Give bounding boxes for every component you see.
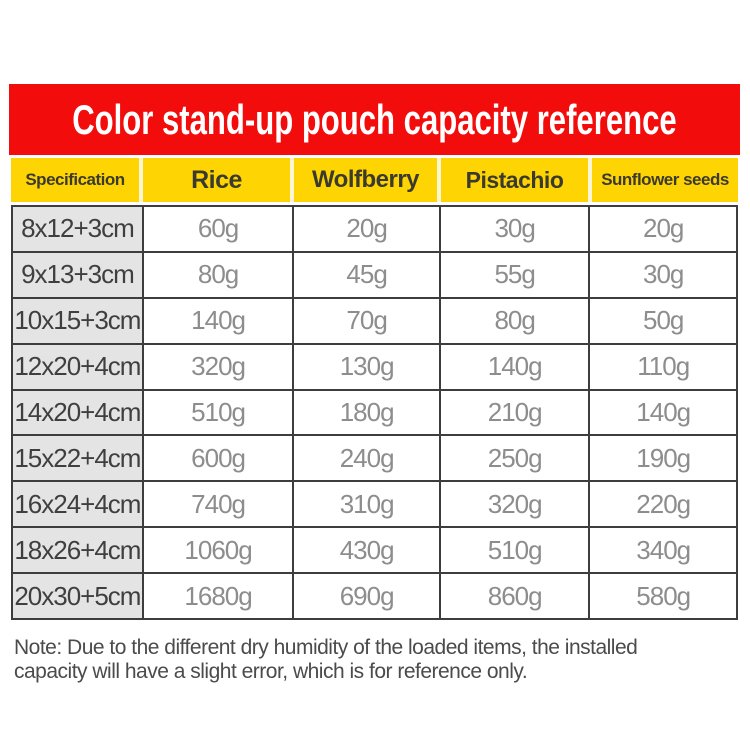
value-cell: 50g xyxy=(590,298,736,343)
value-cell: 430g xyxy=(294,528,439,573)
value-cell: 240g xyxy=(294,436,439,481)
value-cell: 80g xyxy=(440,298,589,343)
value-cell: 220g xyxy=(590,482,736,527)
note-text: Note: Due to the different dry humidity … xyxy=(14,636,744,684)
note-line-1: Note: Due to the different dry humidity … xyxy=(14,636,638,659)
spec-cell: 9x13+3cm xyxy=(13,252,142,297)
table-header-row: Specification Rice Wolfberry Pistachio S… xyxy=(11,158,738,202)
value-cell: 45g xyxy=(294,252,439,297)
column-header-specification: Specification xyxy=(11,158,139,202)
value-cell: 310g xyxy=(294,482,439,527)
value-cell: 210g xyxy=(440,390,589,435)
title-banner: Color stand-up pouch capacity reference xyxy=(9,84,740,155)
value-cell: 340g xyxy=(590,528,736,573)
spec-cell: 16x24+4cm xyxy=(13,482,142,527)
page-title: Color stand-up pouch capacity reference xyxy=(72,95,677,143)
column-header-rice: Rice xyxy=(143,158,290,202)
value-cell: 140g xyxy=(440,344,589,389)
value-cell: 320g xyxy=(440,482,589,527)
value-cell: 740g xyxy=(143,482,293,527)
spec-cell: 15x22+4cm xyxy=(13,436,142,481)
value-cell: 30g xyxy=(590,252,736,297)
value-cell: 510g xyxy=(143,390,293,435)
column-header-sunflower-seeds: Sunflower seeds xyxy=(592,158,738,202)
value-cell: 190g xyxy=(590,436,736,481)
value-cell: 250g xyxy=(440,436,589,481)
value-cell: 140g xyxy=(143,298,293,343)
spec-cell: 12x20+4cm xyxy=(13,344,142,389)
value-cell: 20g xyxy=(294,207,439,251)
capacity-table: 8x12+3cm 60g 20g 30g 20g 9x13+3cm 80g 45g 55g 30g… xyxy=(11,205,738,620)
spec-cell: 14x20+4cm xyxy=(13,390,142,435)
value-cell: 30g xyxy=(440,207,589,251)
value-cell: 580g xyxy=(590,574,736,618)
value-cell: 20g xyxy=(590,207,736,251)
value-cell: 110g xyxy=(590,344,736,389)
value-cell: 1680g xyxy=(143,574,293,618)
value-cell: 690g xyxy=(294,574,439,618)
value-cell: 860g xyxy=(440,574,589,618)
note-line-2: capacity will have a slight error, which… xyxy=(14,660,528,683)
value-cell: 60g xyxy=(143,207,293,251)
column-header-pistachio: Pistachio xyxy=(441,158,588,202)
value-cell: 55g xyxy=(440,252,589,297)
value-cell: 1060g xyxy=(143,528,293,573)
spec-cell: 8x12+3cm xyxy=(13,207,142,251)
value-cell: 70g xyxy=(294,298,439,343)
value-cell: 600g xyxy=(143,436,293,481)
value-cell: 130g xyxy=(294,344,439,389)
value-cell: 510g xyxy=(440,528,589,573)
value-cell: 320g xyxy=(143,344,293,389)
column-header-wolfberry: Wolfberry xyxy=(294,158,437,202)
spec-cell: 20x30+5cm xyxy=(13,574,142,618)
value-cell: 80g xyxy=(143,252,293,297)
spec-cell: 10x15+3cm xyxy=(13,298,142,343)
value-cell: 180g xyxy=(294,390,439,435)
value-cell: 140g xyxy=(590,390,736,435)
spec-cell: 18x26+4cm xyxy=(13,528,142,573)
